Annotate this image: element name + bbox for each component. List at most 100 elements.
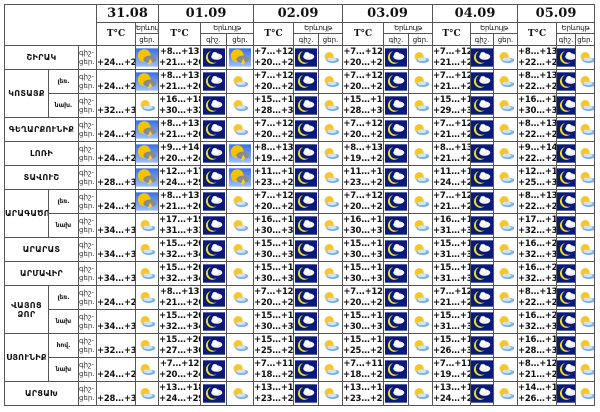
table-row: ԿՈՏԱՅՔլեռ.գիշ-ցեր.+24...+29+8...+13+21..…	[4, 69, 596, 118]
moon-cloud-icon-cell	[556, 93, 577, 118]
moon-cloud-icon-cell	[556, 69, 577, 94]
moon-cloud-icon	[295, 384, 317, 403]
day-temperature: +34...+36	[96, 309, 137, 334]
moon-cloud-icon-cell	[200, 165, 228, 190]
partly-cloudy-icon	[410, 72, 432, 91]
partly-cloudy-icon	[576, 360, 595, 379]
partly-cloudy-icon	[576, 96, 595, 115]
moon-cloud-icon	[471, 384, 493, 403]
night-temperature: +8...+13	[518, 286, 557, 297]
day-temperature: +24...+29	[433, 177, 470, 188]
partly-cloudy-icon	[320, 120, 342, 139]
period-label: գիշ-ցեր.	[77, 357, 98, 382]
partly-cloudy-icon-cell	[408, 117, 434, 142]
partly-cloudy-icon	[136, 336, 158, 355]
thunderstorm-icon	[229, 48, 251, 67]
temperature-range: +15...+18+25...+28	[253, 333, 295, 358]
partly-cloudy-icon-cell	[408, 237, 434, 262]
night-temperature: +15...+18	[343, 310, 384, 321]
night-temperature: +8...+12	[518, 358, 557, 369]
day-temperature: +32...+34	[159, 249, 201, 260]
date-header: 04.09	[432, 4, 519, 23]
partly-cloudy-icon	[229, 360, 251, 379]
partly-cloudy-icon-cell	[226, 93, 255, 118]
night-label: գիշ-	[79, 264, 95, 273]
partly-cloudy-icon-cell	[318, 333, 344, 358]
moon-cloud-icon	[295, 72, 317, 91]
temperature-range: +11...+16+23...+28	[342, 165, 385, 190]
day-label: ցեր.	[79, 153, 95, 162]
night-temperature: +8...+13	[518, 70, 557, 81]
partly-cloudy-icon	[410, 192, 432, 211]
day-label: ցեր.	[79, 369, 95, 378]
partly-cloudy-icon	[495, 48, 517, 67]
partly-cloudy-icon-cell	[226, 285, 255, 310]
table-row: նախգիշ-ցեր.+34...+36+15...+20+32...+34+1…	[5, 309, 596, 334]
partly-cloudy-icon-cell	[408, 309, 434, 334]
moon-cloud-icon	[557, 216, 576, 235]
night-temperature: +15...+17	[254, 94, 294, 105]
day-temperature: +19...+24	[254, 153, 294, 164]
temperature-range: +7...+12+21...+26	[432, 69, 472, 94]
temperature-range: +8...+13+21...+26	[158, 189, 202, 214]
partly-cloudy-icon-cell	[318, 261, 344, 286]
partly-cloudy-icon	[320, 48, 342, 67]
moon-cloud-icon-cell	[293, 261, 320, 286]
partly-cloudy-icon	[410, 96, 432, 115]
table-row: ԳԵՂԱՐՔՈՒՆԻՔգիշ-ցեր.+24...+29+8...+13+21.…	[4, 117, 596, 142]
region-name: ԳԵՂԱՐՔՈՒՆԻՔ	[4, 117, 79, 142]
partly-cloudy-icon-cell	[318, 213, 344, 238]
night-temperature: +8...+13	[518, 118, 557, 129]
day-temperature: +20...+25	[343, 201, 384, 212]
day-temperature: +21...+26	[433, 57, 470, 68]
partly-cloudy-icon	[229, 240, 251, 259]
night-temperature: +16...+18	[433, 214, 470, 225]
partly-cloudy-icon-cell	[226, 357, 255, 382]
period-label: գիշ-ցեր.	[77, 261, 98, 286]
partly-cloudy-icon-cell	[408, 141, 434, 166]
night-label: գիշ-	[79, 120, 95, 129]
partly-cloudy-icon	[410, 384, 432, 403]
table-row: ԱՐԱՐԱՏգիշ-ցեր.+34...+36+15...+20+32...+3…	[4, 237, 596, 262]
moon-cloud-icon	[295, 240, 317, 259]
partly-cloudy-icon	[229, 336, 251, 355]
partly-cloudy-icon-cell	[408, 93, 434, 118]
partly-cloudy-icon-cell	[135, 213, 160, 238]
moon-cloud-icon	[557, 288, 576, 307]
night-temperature: +7...+12	[254, 286, 294, 297]
day-temperature: +28...+30	[343, 105, 384, 116]
partly-cloudy-icon-cell	[575, 261, 596, 286]
partly-cloudy-icon-cell	[226, 213, 255, 238]
temperature-range: +11...+16+23...+28	[253, 165, 295, 190]
moon-cloud-icon-cell	[383, 189, 410, 214]
partly-cloudy-icon	[410, 144, 432, 163]
night-temperature: +13...+18	[159, 382, 201, 393]
moon-cloud-icon-cell	[556, 213, 577, 238]
partly-cloudy-icon	[320, 360, 342, 379]
partly-cloudy-icon	[410, 216, 432, 235]
partly-cloudy-icon-cell	[135, 381, 160, 406]
moon-cloud-icon-cell	[556, 285, 577, 310]
moon-cloud-icon	[203, 168, 225, 187]
table-row: ԱՐԱԳԱԾՈՏՆլեռ.գիշ-ցեր.+24...+29+8...+13+2…	[4, 189, 596, 238]
moon-cloud-icon	[557, 192, 576, 211]
moon-cloud-icon-cell	[293, 285, 320, 310]
thunderstorm-icon-cell	[135, 117, 160, 142]
temperature-range: +7...+12 +20...+25	[342, 117, 385, 142]
moon-cloud-icon-cell	[293, 357, 320, 382]
temperature-range: +15...+18+30...+32	[342, 237, 385, 262]
partly-cloudy-icon	[495, 336, 517, 355]
night-temperature: +7...+12	[433, 118, 471, 129]
moon-cloud-icon-cell	[470, 261, 495, 286]
moon-cloud-icon-cell	[200, 141, 228, 166]
temperature-range: +15...+20 +32...+34	[158, 261, 202, 286]
night-temperature: +9...+14	[159, 142, 200, 153]
night-temperature: +7...+12	[343, 46, 383, 57]
temperature-range: +7...+12+20...+24	[253, 45, 295, 70]
moon-cloud-icon	[295, 360, 317, 379]
moon-cloud-icon-cell	[293, 165, 320, 190]
partly-cloudy-icon	[576, 120, 595, 139]
partly-cloudy-icon-cell	[575, 141, 596, 166]
temperature-range: +7...+12 +20...+25	[342, 45, 385, 70]
subregion-name: լեռ.	[48, 189, 79, 214]
